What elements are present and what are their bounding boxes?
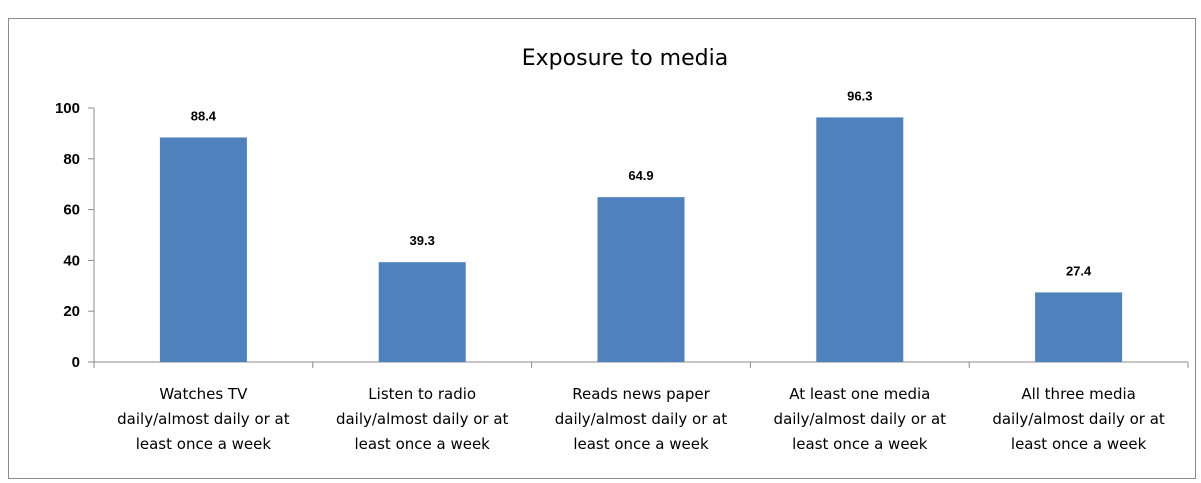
category-label-line: daily/almost daily or at (555, 410, 728, 428)
y-tick-label: 80 (63, 151, 80, 168)
data-label: 88.4 (191, 108, 217, 123)
data-label: 39.3 (410, 233, 435, 248)
bar (378, 262, 466, 362)
category-label-line: least once a week (136, 435, 272, 453)
x-axis (93, 361, 1189, 368)
category-label: Listen to radio daily/almost daily or at l… (336, 385, 509, 453)
category-label-line: least once a week (573, 435, 709, 453)
data-label: 96.3 (847, 88, 872, 103)
category-labels: Watches TV daily/almost daily or at least … (117, 385, 1165, 453)
category-label: Reads news paper daily/almost daily or at… (555, 385, 728, 453)
category-label-line: daily/almost daily or at (992, 410, 1165, 428)
category-label-line: At least one media (789, 385, 930, 403)
y-tick-label: 20 (63, 303, 80, 320)
category-label: At least one media daily/almost daily or … (774, 385, 947, 453)
y-tick-label: 40 (63, 252, 80, 269)
category-label-line: daily/almost daily or at (117, 410, 290, 428)
bar (1035, 292, 1123, 362)
category-label: Watches TV daily/almost daily or at least … (117, 385, 290, 453)
category-label-line: Watches TV (159, 385, 248, 403)
bar (816, 117, 904, 362)
y-axis: 0 20 40 60 80 100 (55, 100, 95, 371)
category-label-line: least once a week (792, 435, 928, 453)
category-label-line: Reads news paper (572, 385, 710, 403)
category-label-line: daily/almost daily or at (336, 410, 509, 428)
category-label-line: All three media (1021, 385, 1136, 403)
y-tick-label: 0 (72, 354, 80, 371)
chart-title: Exposure to media (522, 46, 728, 71)
y-tick-label: 60 (63, 202, 80, 219)
category-label-line: least once a week (355, 435, 491, 453)
data-label: 64.9 (628, 168, 653, 183)
bar (597, 197, 685, 362)
category-label: All three media daily/almost daily or at l… (992, 385, 1165, 453)
category-label-line: daily/almost daily or at (774, 410, 947, 428)
bars (159, 117, 1123, 362)
data-labels: 88.4 39.3 64.9 96.3 27.4 (191, 88, 1092, 278)
y-tick-label: 100 (55, 100, 80, 117)
category-label-line: Listen to radio (368, 385, 476, 403)
data-label: 27.4 (1066, 263, 1092, 278)
bar (159, 137, 247, 362)
category-label-line: least once a week (1011, 435, 1147, 453)
